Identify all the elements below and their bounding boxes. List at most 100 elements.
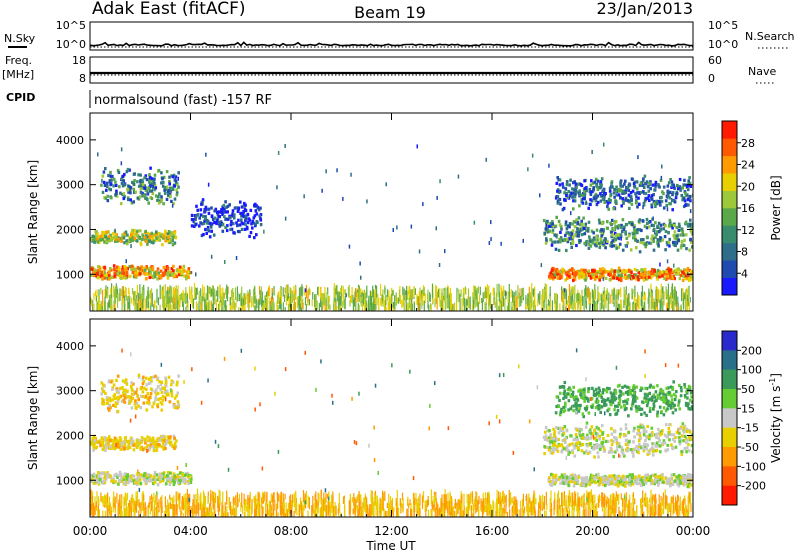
data-cell <box>139 182 143 186</box>
data-cell <box>163 188 166 192</box>
data-cell <box>668 438 671 442</box>
data-cell <box>630 479 634 483</box>
data-cell <box>154 395 158 399</box>
data-cell <box>687 289 689 299</box>
data-cell <box>135 298 137 310</box>
data-cell <box>102 438 106 442</box>
data-cell <box>599 479 603 483</box>
data-cell <box>384 302 387 311</box>
data-cell <box>573 195 577 199</box>
data-cell <box>148 189 152 193</box>
data-cell <box>339 296 341 305</box>
data-cell <box>600 183 603 187</box>
data-cell <box>173 231 176 235</box>
data-cell <box>207 211 211 215</box>
data-cell <box>139 446 143 450</box>
data-cell <box>296 296 298 309</box>
data-cell <box>672 185 676 189</box>
data-cell <box>276 301 278 311</box>
data-cell <box>665 481 669 485</box>
data-cell <box>163 273 166 277</box>
data-cell <box>102 446 106 450</box>
data-cell <box>218 303 220 311</box>
data-cell <box>661 190 664 194</box>
data-cell <box>116 271 120 276</box>
data-cell <box>617 481 620 485</box>
data-cell <box>615 289 617 295</box>
data-cell <box>162 236 165 240</box>
data-cell <box>160 199 163 203</box>
data-cell <box>563 300 565 311</box>
data-cell <box>622 478 625 482</box>
data-cell <box>654 180 658 184</box>
data-cell <box>600 240 603 244</box>
data-cell <box>107 436 111 441</box>
data-cell <box>634 299 636 309</box>
data-cell <box>659 236 663 240</box>
data-cell <box>600 221 604 225</box>
data-cell <box>339 300 341 311</box>
data-cell <box>106 471 109 475</box>
data-cell <box>201 198 205 202</box>
data-cell <box>119 288 121 301</box>
data-cell <box>673 263 675 268</box>
data-cell <box>631 189 635 193</box>
data-cell <box>519 296 521 303</box>
data-cell <box>584 288 586 297</box>
data-cell <box>488 301 490 311</box>
data-cell <box>624 433 628 437</box>
data-cell <box>612 290 614 304</box>
data-cell <box>239 211 242 215</box>
data-cell <box>427 297 429 309</box>
data-cell <box>619 196 622 200</box>
data-cell <box>171 235 175 239</box>
data-cell <box>134 190 137 194</box>
data-cell <box>598 245 602 250</box>
data-cell <box>613 195 616 199</box>
data-cell <box>590 425 594 429</box>
data-cell <box>104 288 106 299</box>
data-cell <box>244 208 248 213</box>
data-cell <box>290 288 292 301</box>
data-cell <box>689 238 692 242</box>
data-cell <box>642 449 646 453</box>
data-cell <box>214 295 216 305</box>
data-cell <box>143 235 147 239</box>
data-cell <box>122 286 124 299</box>
data-cell <box>560 475 563 479</box>
data-cell <box>273 301 275 310</box>
data-cell <box>387 294 389 301</box>
data-cell <box>565 289 568 305</box>
data-cell <box>253 298 255 308</box>
data-cell <box>210 288 212 295</box>
data-cell <box>122 391 125 395</box>
data-cell <box>148 173 151 177</box>
data-cell <box>590 445 594 450</box>
data-cell <box>183 477 187 482</box>
data-cell <box>586 480 589 484</box>
data-cell <box>587 286 589 298</box>
data-cell <box>352 294 354 304</box>
data-cell <box>103 274 107 278</box>
data-cell <box>287 303 290 311</box>
data-cell <box>175 394 178 398</box>
data-cell <box>548 302 550 311</box>
data-cell <box>531 288 533 296</box>
data-cell <box>446 287 448 299</box>
data-cell <box>578 204 581 208</box>
data-cell <box>151 241 155 245</box>
data-cell <box>548 224 551 229</box>
data-cell <box>635 479 638 483</box>
data-cell <box>150 289 152 296</box>
data-cell <box>637 219 641 223</box>
data-cell <box>229 304 231 311</box>
data-cell <box>150 379 153 383</box>
data-cell <box>621 229 624 234</box>
data-cell <box>653 268 656 273</box>
data-cell <box>222 300 224 308</box>
data-cell <box>584 268 587 272</box>
data-cell <box>175 183 179 187</box>
data-cell <box>284 287 286 294</box>
data-cell <box>554 303 556 311</box>
data-cell <box>545 230 548 234</box>
